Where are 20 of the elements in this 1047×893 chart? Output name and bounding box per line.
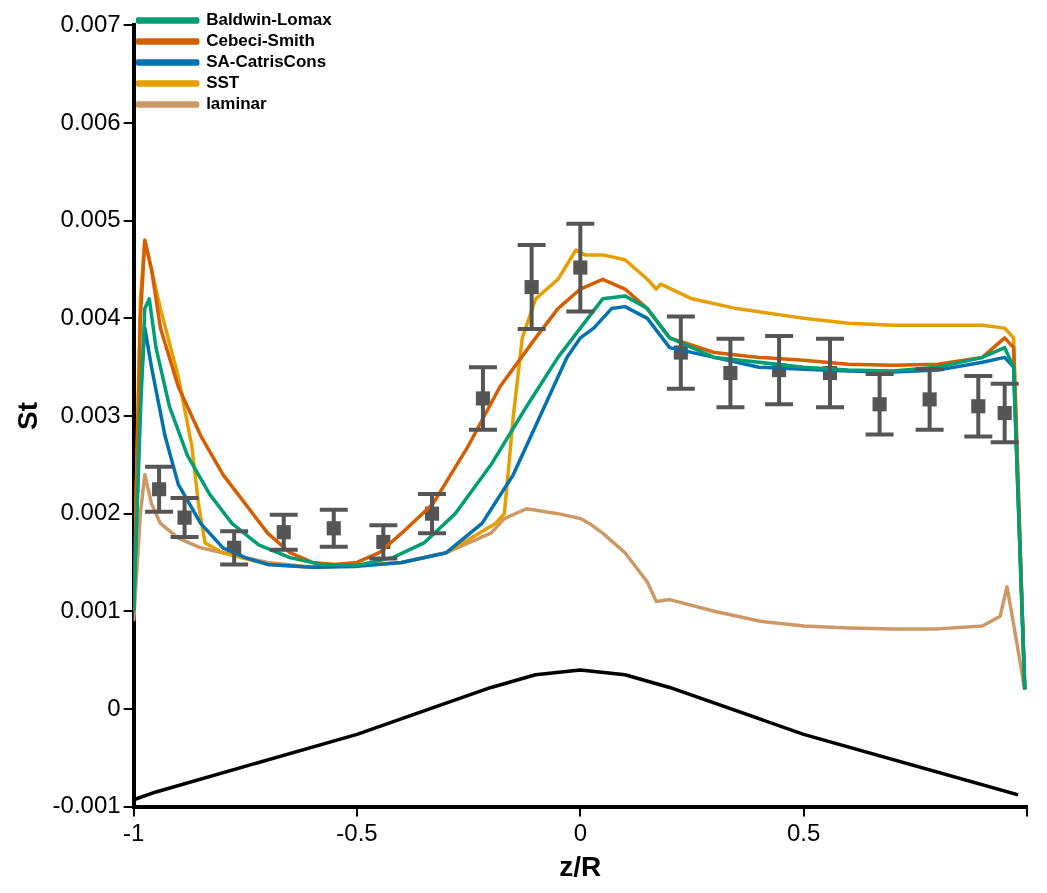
legend-label: Baldwin-Lomax: [206, 10, 333, 30]
y-tick-label: 0: [107, 693, 121, 721]
x-tick-label: 0.5: [786, 818, 821, 846]
y-tick-label: 0.002: [60, 498, 121, 526]
x-tick-label: -0.5: [336, 818, 378, 846]
y-axis-title: St: [11, 402, 43, 430]
legend-label: SA-CatrisCons: [206, 52, 327, 72]
x-tick-label: -1: [122, 818, 145, 846]
y-tick-label: -0.001: [52, 791, 121, 819]
legend-label: Cebeci-Smith: [206, 31, 315, 51]
legend-label: SST: [206, 73, 240, 93]
y-tick-label: 0.005: [60, 205, 121, 233]
x-tick-label: 0: [573, 818, 588, 846]
legend-label: laminar: [206, 94, 268, 114]
y-tick-label: 0.004: [60, 302, 121, 330]
y-tick-label: 0.007: [60, 10, 121, 38]
y-tick-label: 0.006: [60, 107, 121, 135]
y-tick-label: 0.003: [60, 400, 121, 428]
x-axis-title: z/R: [559, 850, 602, 882]
y-tick-label: 0.001: [60, 595, 121, 623]
